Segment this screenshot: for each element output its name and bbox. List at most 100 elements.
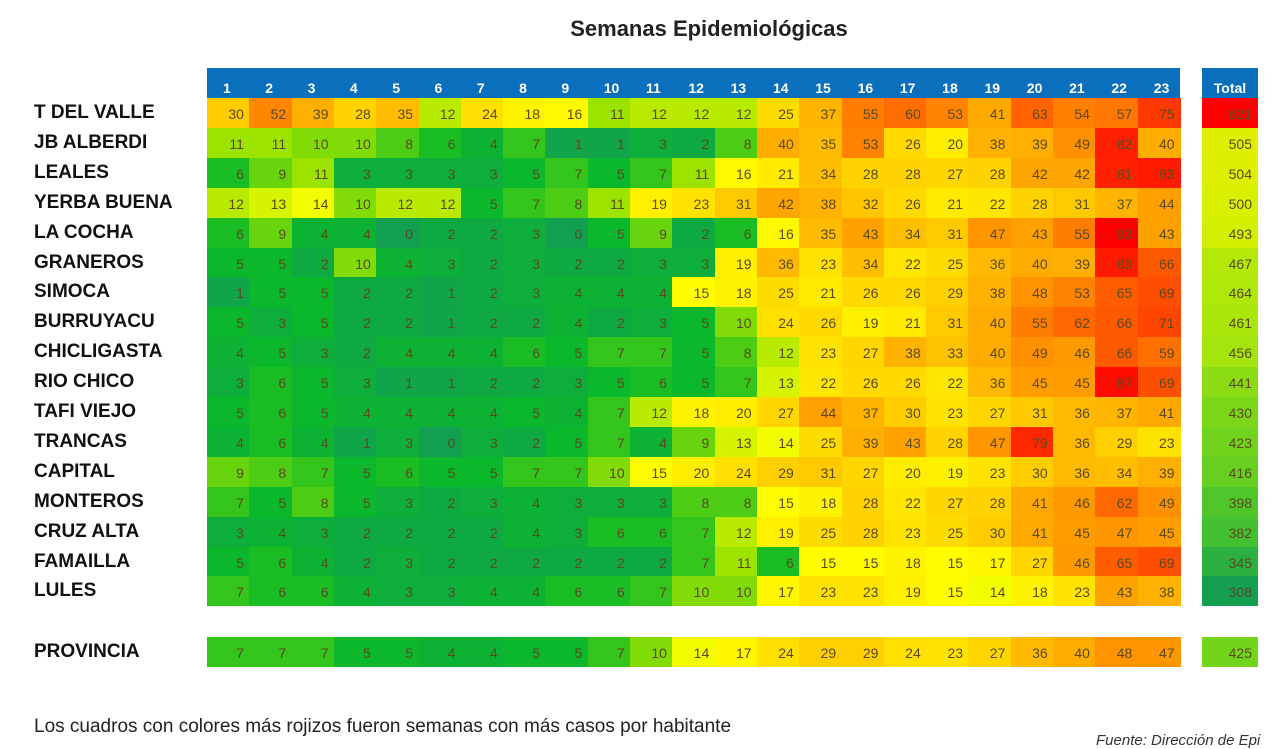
heatmap-cell: 5 — [545, 637, 589, 667]
heatmap-cell: 3 — [249, 307, 293, 338]
heatmap-cell: 35 — [799, 217, 843, 248]
heatmap-cell: 6 — [249, 576, 293, 607]
heatmap-cell: 54 — [1053, 98, 1096, 128]
heatmap-cell: 8 — [545, 187, 589, 218]
week-header-7: 7 — [476, 80, 485, 96]
heatmap-cell: 4 — [207, 337, 250, 368]
heatmap-cell: 27 — [756, 397, 800, 427]
heatmap-cell: 11 — [291, 157, 335, 188]
heatmap-cell: 23 — [799, 576, 843, 607]
heatmap-cell: 19 — [883, 576, 927, 607]
heatmap-cell: 2 — [418, 486, 462, 517]
heatmap-cell: 38 — [883, 337, 927, 368]
heatmap-cell: 79 — [1010, 426, 1054, 457]
heatmap-cell: 21 — [799, 277, 843, 308]
heatmap-cell: 69 — [1137, 277, 1181, 308]
total-cell: 425 — [1202, 637, 1258, 667]
heatmap-cell: 15 — [799, 546, 843, 577]
week-header-11: 11 — [646, 80, 661, 96]
heatmap-cell: 2 — [418, 546, 462, 577]
heatmap-cell: 20 — [672, 456, 716, 487]
heatmap-cell: 4 — [545, 307, 589, 338]
heatmap-cell: 53 — [841, 127, 885, 158]
row-label: LULES — [34, 580, 97, 602]
heatmap-cell: 2 — [672, 127, 716, 158]
heatmap-cell: 6 — [630, 516, 673, 547]
heatmap-cell: 3 — [630, 247, 673, 278]
row-label: CRUZ ALTA — [34, 520, 140, 542]
heatmap-cell: 15 — [630, 456, 673, 487]
heatmap-cell: 40 — [968, 307, 1012, 338]
heatmap-cell: 26 — [883, 187, 927, 218]
heatmap-cell: 14 — [291, 187, 335, 218]
heatmap-cell: 10 — [714, 307, 758, 338]
heatmap-cell: 23 — [799, 247, 843, 278]
heatmap-cell: 24 — [756, 637, 800, 667]
heatmap-cell: 7 — [207, 486, 250, 517]
heatmap-cell: 10 — [714, 576, 758, 607]
heatmap-cell: 12 — [714, 516, 758, 547]
heatmap-cell: 81 — [1095, 157, 1139, 188]
row-label: RIO CHICO — [34, 371, 135, 393]
heatmap-cell: 5 — [587, 367, 631, 398]
row-label: BURRUYACU — [34, 311, 155, 333]
heatmap-cell: 28 — [968, 486, 1012, 517]
heatmap-cell: 35 — [799, 127, 843, 158]
heatmap-cell: 3 — [291, 516, 335, 547]
row-label: JB ALBERDI — [34, 131, 148, 153]
week-header-4: 4 — [349, 80, 358, 96]
heatmap-cell: 20 — [714, 397, 758, 427]
chart-title: Semanas Epidemiológicas — [570, 16, 848, 41]
heatmap-cell: 17 — [968, 546, 1012, 577]
heatmap-cell: 7 — [503, 187, 547, 218]
heatmap-cell: 46 — [1053, 486, 1096, 517]
heatmap-cell: 4 — [418, 397, 462, 427]
heatmap-cell: 12 — [418, 187, 462, 218]
heatmap-cell: 18 — [799, 486, 843, 517]
heatmap-cell: 0 — [418, 426, 462, 457]
heatmap-cell: 45 — [1010, 367, 1054, 398]
heatmap-cell: 6 — [630, 367, 673, 398]
heatmap-cell: 7 — [291, 456, 335, 487]
heatmap-cell: 30 — [883, 397, 927, 427]
heatmap-cell: 83 — [1095, 247, 1139, 278]
heatmap-cell: 10 — [333, 247, 377, 278]
heatmap-cell: 2 — [630, 546, 673, 577]
heatmap-cell: 31 — [926, 217, 970, 248]
heatmap-cell: 93 — [1095, 217, 1139, 248]
heatmap-cell: 2 — [376, 277, 420, 308]
heatmap-cell: 5 — [249, 247, 293, 278]
heatmap-cell: 3 — [630, 486, 673, 517]
heatmap-cell: 65 — [1095, 277, 1139, 308]
heatmap-cell: 7 — [587, 426, 631, 457]
heatmap-cell: 2 — [418, 217, 462, 248]
heatmap-cell: 59 — [1137, 337, 1181, 368]
heatmap-cell: 27 — [968, 637, 1012, 667]
heatmap-cell: 18 — [1010, 576, 1054, 607]
heatmap-cell: 36 — [968, 247, 1012, 278]
heatmap-cell: 45 — [1137, 516, 1181, 547]
week-header-row: 1 2 3 4 5 6 7 8 9 10 11 12 13 14 15 16 17 18 19 20 21 22 23 — [207, 68, 1180, 98]
total-cell: 398 — [1202, 486, 1258, 517]
heatmap-cell: 66 — [1095, 337, 1139, 368]
row-label: LA COCHA — [34, 221, 134, 243]
heatmap-cell: 3 — [503, 217, 547, 248]
heatmap-cell: 31 — [714, 187, 758, 218]
heatmap-cell: 33 — [926, 337, 970, 368]
heatmap-cell: 23 — [799, 337, 843, 368]
heatmap-cell: 6 — [756, 546, 800, 577]
heatmap-cell: 7 — [249, 637, 293, 667]
heatmap-cell: 23 — [1137, 426, 1181, 457]
heatmap-cell: 2 — [460, 307, 504, 338]
heatmap-cell: 87 — [1095, 367, 1139, 398]
heatmap-cell: 1 — [545, 127, 589, 158]
heatmap-cell: 12 — [630, 397, 673, 427]
heatmap-cell: 25 — [926, 247, 970, 278]
heatmap-cell: 6 — [418, 127, 462, 158]
heatmap-cell: 16 — [756, 217, 800, 248]
heatmap-cell: 15 — [672, 277, 716, 308]
heatmap-cell: 4 — [460, 337, 504, 368]
heatmap-cell: 8 — [714, 486, 758, 517]
heatmap-cell: 4 — [630, 277, 673, 308]
heatmap-cell: 4 — [291, 546, 335, 577]
